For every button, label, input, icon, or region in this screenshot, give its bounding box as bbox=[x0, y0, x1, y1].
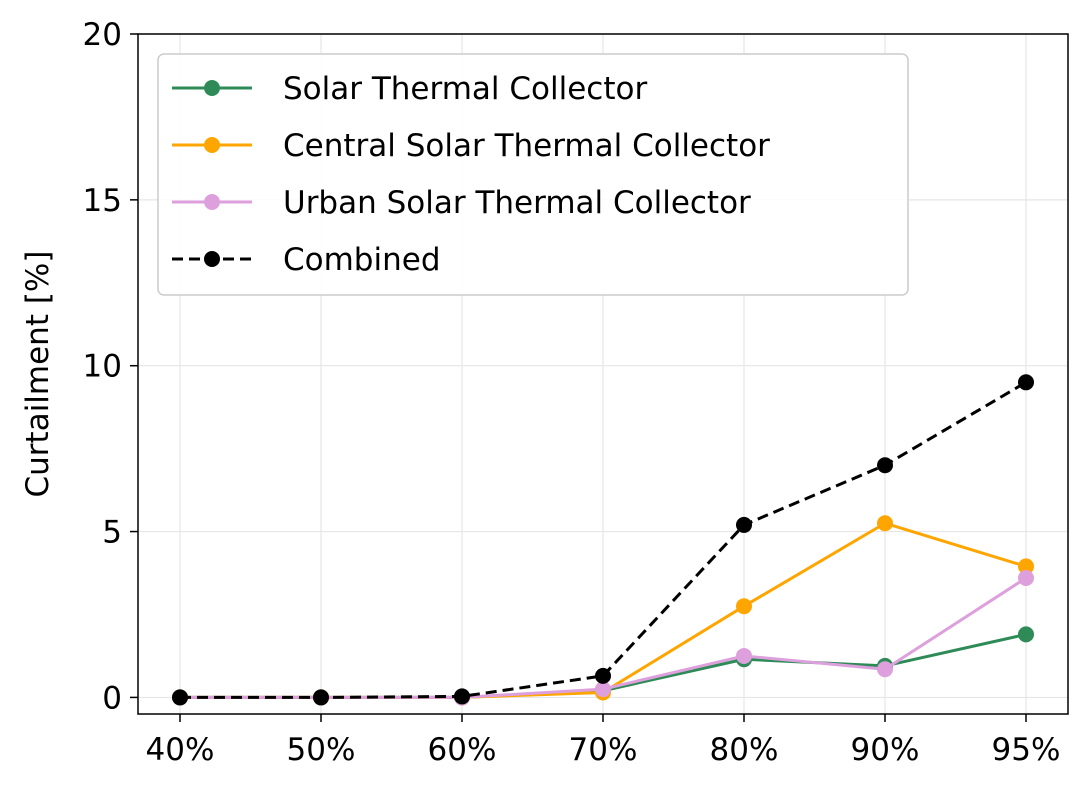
y-tick-label: 5 bbox=[102, 515, 122, 551]
legend-marker bbox=[204, 80, 220, 96]
series-point-2 bbox=[736, 647, 752, 664]
series-point-3 bbox=[595, 667, 611, 684]
series-point-3 bbox=[454, 688, 470, 705]
x-tick-label: 90% bbox=[851, 732, 920, 768]
legend-marker bbox=[204, 137, 220, 153]
legend-label: Urban Solar Thermal Collector bbox=[283, 185, 751, 221]
series-point-1 bbox=[736, 598, 752, 615]
x-tick-label: 50% bbox=[287, 732, 356, 768]
y-tick-label: 15 bbox=[83, 183, 122, 219]
x-tick-label: 70% bbox=[569, 732, 638, 768]
y-tick-label: 10 bbox=[83, 349, 122, 385]
legend-label: Central Solar Thermal Collector bbox=[283, 128, 770, 164]
legend: Solar Thermal Collector Central Solar The… bbox=[157, 53, 909, 296]
series-point-3 bbox=[172, 689, 188, 706]
series-point-3 bbox=[1018, 374, 1034, 391]
legend-label: Combined bbox=[283, 242, 441, 278]
y-tick-label: 0 bbox=[102, 680, 122, 716]
series-point-3 bbox=[736, 516, 752, 533]
series-point-2 bbox=[1018, 570, 1034, 586]
series-point-2 bbox=[595, 681, 611, 698]
x-tick-label: 80% bbox=[710, 732, 779, 768]
x-tick-label: 95% bbox=[992, 732, 1061, 768]
series-layer bbox=[172, 374, 1034, 706]
ticks: 40% 50% 60% 70% 80% 90% 95% 0 5 10 15 20 bbox=[83, 17, 1061, 768]
x-tick-label: 60% bbox=[428, 732, 497, 768]
y-axis-label: Curtailment [%] bbox=[20, 251, 56, 498]
legend-marker bbox=[204, 251, 220, 267]
series-point-2 bbox=[877, 661, 893, 678]
series-point-1 bbox=[1018, 558, 1034, 575]
series-point-0 bbox=[1018, 626, 1034, 643]
series-point-1 bbox=[877, 515, 893, 532]
series-point-3 bbox=[313, 689, 329, 706]
legend-box bbox=[157, 53, 909, 296]
series-point-3 bbox=[877, 457, 893, 474]
legend-label: Solar Thermal Collector bbox=[283, 71, 647, 107]
y-tick-label: 20 bbox=[83, 17, 122, 53]
legend-marker bbox=[204, 194, 220, 210]
x-tick-label: 40% bbox=[146, 732, 215, 768]
